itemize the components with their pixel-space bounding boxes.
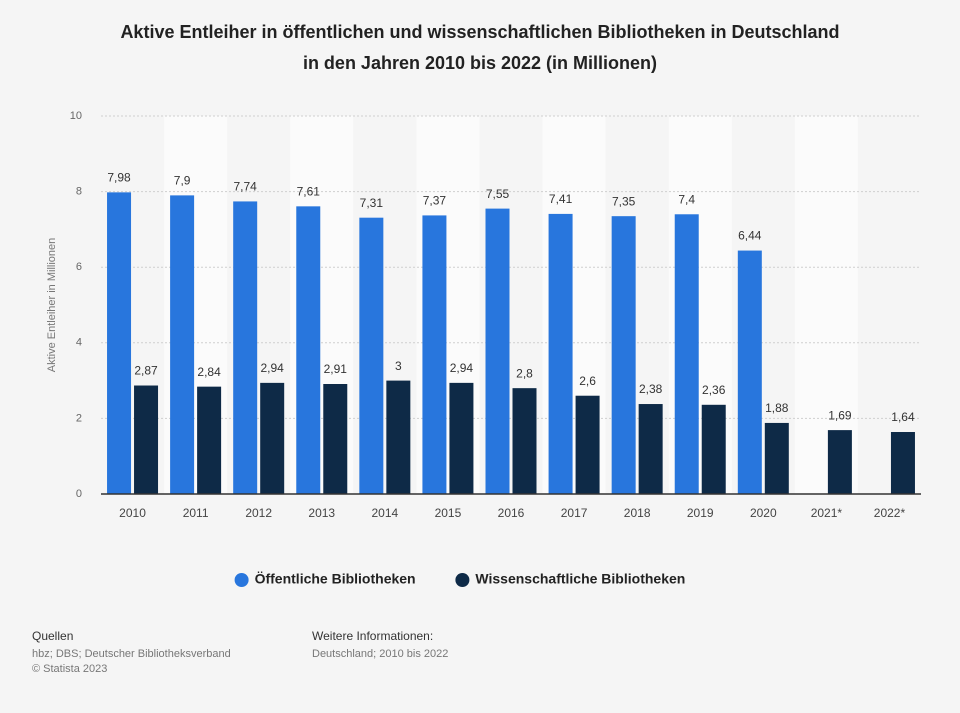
y-tick-label: 4 [76,337,82,349]
bar [737,250,762,494]
value-label: 7,37 [423,194,447,208]
value-label: 1,69 [828,408,852,422]
y-tick-label: 0 [76,488,82,500]
x-tick-label: 2017 [561,506,588,520]
bar [827,430,852,494]
bar [197,386,222,494]
bar [485,208,510,495]
bar [575,395,600,494]
value-label: 2,84 [197,365,221,379]
x-tick-label: 2016 [498,506,525,520]
y-tick-label: 2 [76,412,82,424]
bar [233,201,258,495]
x-tick-label: 2014 [371,506,398,520]
bar [512,388,537,494]
legend-marker [455,573,470,587]
value-label: 2,91 [324,362,348,376]
y-tick-label: 10 [70,110,82,122]
x-tick-label: 2015 [435,506,462,520]
legend-label: Wissenschaftliche Bibliotheken [475,571,685,587]
value-label: 2,87 [134,364,158,378]
bar [890,432,915,494]
value-label: 2,94 [261,361,285,375]
x-tick-label: 2010 [119,506,146,520]
bar [134,385,159,494]
y-tick-label: 6 [76,261,82,273]
footer-text: Quellen [32,629,73,643]
bar [107,192,132,494]
footer-text: Deutschland; 2010 bis 2022 [312,648,448,660]
x-tick-label: 2013 [308,506,335,520]
value-label: 6,44 [738,229,762,243]
bar [260,382,285,494]
value-label: 7,55 [486,187,510,201]
x-tick-label: 2022* [874,506,906,520]
bar [386,380,411,494]
value-label: 7,9 [174,174,191,188]
bar [323,384,348,494]
bar [674,214,699,494]
value-label: 7,35 [612,194,636,208]
bar [359,217,384,494]
legend-label: Öffentliche Bibliotheken [255,571,416,587]
legend-marker [234,573,249,587]
value-label: 3 [395,359,402,373]
bar [449,382,474,494]
bar [296,206,321,495]
bar [170,195,195,494]
chart-title: Aktive Entleiher in öffentlichen und wis… [120,22,839,42]
x-tick-label: 2019 [687,506,714,520]
bar [611,216,636,495]
x-tick-label: 2018 [624,506,651,520]
value-label: 7,61 [297,185,321,199]
value-label: 7,98 [107,171,131,185]
y-axis-label: Aktive Entleiher in Millionen [46,238,58,373]
bar [422,215,447,494]
value-label: 7,31 [360,196,384,210]
bar [548,213,573,495]
footer-text: © Statista 2023 [32,663,107,675]
x-tick-label: 2011 [183,506,209,520]
value-label: 1,88 [765,401,789,415]
bar [701,404,726,494]
value-label: 7,74 [234,180,258,194]
bar [638,404,663,494]
chart-title: in den Jahren 2010 bis 2022 (in Millione… [303,53,657,73]
footer-text: hbz; DBS; Deutscher Bibliotheksverband [32,648,231,660]
x-tick-label: 2012 [245,506,272,520]
footer-text: Weitere Informationen: [312,629,433,643]
value-label: 7,4 [678,192,695,206]
y-tick-label: 8 [76,186,82,198]
x-tick-label: 2021* [811,506,843,520]
value-label: 2,36 [702,383,726,397]
value-label: 1,64 [891,410,915,424]
value-label: 2,8 [516,366,533,380]
bar [764,422,789,494]
value-label: 2,38 [639,382,663,396]
value-label: 2,94 [450,361,474,375]
value-label: 7,41 [549,192,573,206]
x-tick-label: 2020 [750,506,777,520]
value-label: 2,6 [579,374,596,388]
